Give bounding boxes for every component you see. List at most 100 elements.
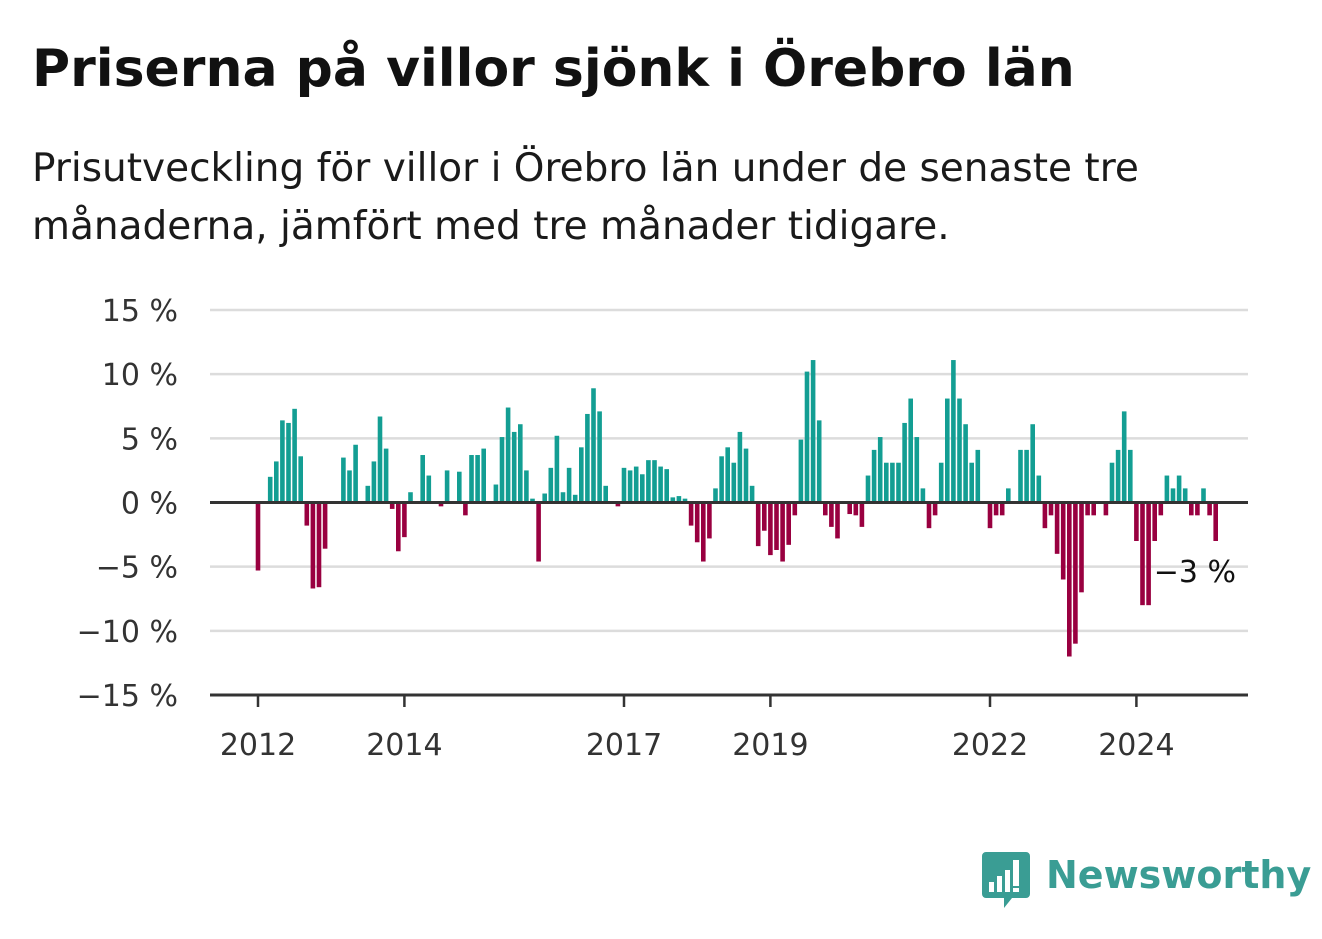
bar xyxy=(902,422,907,503)
bar xyxy=(816,420,822,503)
bar xyxy=(865,475,871,503)
bar xyxy=(347,470,352,503)
bar xyxy=(280,420,285,503)
bar xyxy=(316,502,322,588)
bar xyxy=(572,494,578,503)
bar xyxy=(676,496,682,503)
bar xyxy=(999,502,1005,516)
bar xyxy=(1158,502,1164,516)
bar xyxy=(762,502,767,531)
x-axis-ticks: 2012 2014 2017 2019 2022 2024 xyxy=(220,695,1175,763)
bar xyxy=(499,437,505,503)
bar xyxy=(267,476,273,503)
bar xyxy=(548,467,554,503)
bar xyxy=(664,469,669,503)
bar xyxy=(542,493,547,503)
bar xyxy=(1134,502,1139,541)
bar xyxy=(457,471,462,503)
bar xyxy=(1042,502,1048,529)
y-tick-label: −10 % xyxy=(77,615,178,650)
bar xyxy=(853,502,859,516)
bar xyxy=(798,439,804,503)
bar xyxy=(1085,502,1090,516)
y-tick-label: 15 % xyxy=(102,294,178,329)
bar xyxy=(1170,488,1176,503)
bar xyxy=(1006,488,1011,503)
bar xyxy=(493,484,499,503)
bar xyxy=(896,462,901,503)
bar xyxy=(274,461,279,503)
bar xyxy=(389,502,395,509)
bar xyxy=(377,416,383,503)
bar xyxy=(310,502,316,589)
x-tick-label: 2024 xyxy=(1098,728,1174,763)
bar xyxy=(286,422,291,503)
bar xyxy=(975,449,981,503)
bar xyxy=(554,435,560,503)
bar xyxy=(615,502,621,507)
bar xyxy=(890,462,895,503)
last-value-label: −3 % xyxy=(1154,555,1236,590)
bar xyxy=(365,485,371,503)
axes xyxy=(210,501,1248,697)
chart-subtitle: Prisutveckling för villor i Örebro län u… xyxy=(32,146,1139,249)
bar xyxy=(993,502,999,516)
chart-title: Priserna på villor sjönk i Örebro län xyxy=(32,39,1075,99)
bar xyxy=(579,447,584,503)
bar xyxy=(957,398,962,503)
bar xyxy=(749,485,755,503)
brand-name: Newsworthy xyxy=(1046,853,1312,897)
y-tick-label: 0 % xyxy=(121,487,178,522)
bar xyxy=(536,502,541,562)
bar xyxy=(755,502,761,547)
bar xyxy=(1201,488,1206,503)
x-tick-label: 2012 xyxy=(220,728,296,763)
bar xyxy=(707,502,712,539)
bar xyxy=(932,502,938,516)
bar xyxy=(701,502,706,562)
bar xyxy=(719,456,724,503)
bar xyxy=(914,437,920,503)
bar xyxy=(884,462,889,503)
bar xyxy=(298,456,303,503)
bar xyxy=(292,408,297,503)
bar xyxy=(322,502,328,549)
y-tick-label: 5 % xyxy=(121,422,178,457)
bar xyxy=(1091,502,1096,516)
bar xyxy=(859,502,865,527)
bar xyxy=(585,413,590,503)
bar xyxy=(1140,502,1145,606)
bar xyxy=(420,455,425,503)
brand-logo: Newsworthy xyxy=(980,848,1311,912)
bar xyxy=(1018,449,1023,503)
bar xyxy=(823,502,828,516)
bar xyxy=(633,466,639,503)
bar xyxy=(591,388,596,503)
bar xyxy=(682,498,688,503)
bar xyxy=(341,457,346,503)
bar xyxy=(469,455,474,503)
bar xyxy=(658,466,663,503)
bar xyxy=(627,470,633,503)
bar xyxy=(402,502,407,538)
x-tick-label: 2014 xyxy=(366,728,442,763)
bar xyxy=(1067,502,1072,657)
x-tick-label: 2017 xyxy=(586,728,662,763)
bar xyxy=(1164,475,1170,503)
bar xyxy=(731,462,737,503)
bar xyxy=(871,449,877,503)
bar xyxy=(945,398,950,503)
bar xyxy=(694,502,700,543)
bar xyxy=(1213,502,1218,541)
bar xyxy=(463,502,468,516)
bar xyxy=(304,502,310,526)
bar xyxy=(353,444,358,503)
bar xyxy=(725,447,730,503)
bar xyxy=(481,448,486,503)
bar xyxy=(829,502,834,527)
bar xyxy=(951,360,956,503)
bar xyxy=(438,502,444,507)
bar xyxy=(1146,502,1151,606)
bar xyxy=(530,498,535,503)
bar xyxy=(792,502,798,516)
